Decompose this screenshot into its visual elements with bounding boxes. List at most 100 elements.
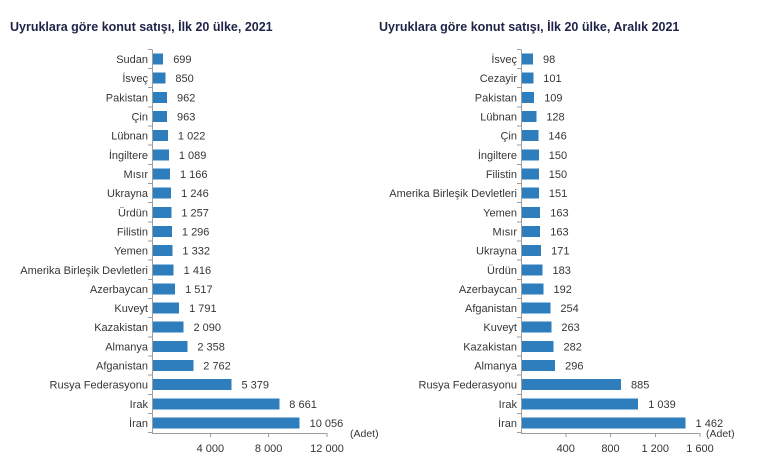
value-label: 962 [177,92,195,104]
category-label: Mısır [124,169,149,181]
x-tick-label: 1 600 [686,443,714,455]
category-label: Kazakistan [463,341,517,353]
category-label: İran [129,417,148,430]
category-label: Cezayir [480,73,518,85]
value-label: 146 [548,131,566,143]
value-label: 163 [550,207,568,219]
bar [153,417,300,429]
bar [153,149,169,161]
bar-plot-december: İsveç 98 Cezayir 101 Pakistan 109 Lübnan 128 Çin… [389,48,735,455]
value-label: 963 [177,111,195,123]
category-label: Çin [131,111,148,123]
category-label: Azerbaycan [90,284,148,296]
category-label: İngiltere [478,149,517,162]
value-label: 850 [175,73,193,85]
category-label: Azerbaycan [459,284,517,296]
category-label: Irak [130,399,149,411]
bar [522,168,539,180]
bar [522,340,554,352]
unit-label: (Adet) [350,428,379,440]
value-label: 109 [544,92,562,104]
value-label: 1 022 [178,131,206,143]
category-label: Kazakistan [94,322,148,334]
value-label: 163 [550,226,568,238]
category-label: Pakistan [106,92,148,104]
bar [153,225,172,237]
value-label: 296 [565,361,583,373]
category-label: İngiltere [109,149,148,162]
value-label: 1 166 [180,169,208,181]
value-label: 5 379 [241,380,269,392]
category-label: Lübnan [111,131,148,143]
bar [153,91,168,103]
bar [522,110,537,122]
value-label: 150 [549,150,567,162]
value-label: 192 [553,284,571,296]
category-label: Ürdün [118,207,148,219]
category-label: Filistin [486,169,517,181]
value-label: 10 056 [310,418,344,430]
bar [522,245,542,257]
bar [522,398,639,410]
category-label: Filistin [117,226,148,238]
category-label: Sudan [116,54,148,66]
category-label: Yemen [483,207,517,219]
category-label: Lübnan [480,111,517,123]
chart-title-annual: Uyruklara göre konut satışı, İlk 20 ülke… [10,20,273,34]
value-label: 1 332 [182,246,210,258]
category-label: İsveç [491,53,517,66]
category-label: Kuveyt [483,322,517,334]
value-label: 254 [560,303,578,315]
bar [153,206,172,218]
category-label: Yemen [114,246,148,258]
value-label: 183 [552,265,570,277]
chart-title-december: Uyruklara göre konut satışı, İlk 20 ülke… [379,20,680,34]
category-label: Kuveyt [114,303,148,315]
bar [153,302,180,314]
bar [153,398,280,410]
x-tick-label: 12 000 [310,443,344,455]
bar [522,321,552,333]
value-label: 101 [543,73,561,85]
category-label: İran [498,417,517,430]
value-label: 1 257 [181,207,209,219]
value-label: 1 039 [648,399,676,411]
bar [522,206,541,218]
category-label: Ukrayna [476,246,518,258]
value-label: 263 [561,322,579,334]
category-label: Çin [500,131,517,143]
value-label: 98 [543,54,555,66]
bar [522,187,539,199]
category-label: Irak [499,399,518,411]
bar [153,130,168,142]
category-label: Mısır [493,226,518,238]
bar [522,360,556,372]
category-label: Rusya Federasyonu [419,380,517,392]
value-label: 699 [173,54,191,66]
category-label: Amerika Birleşik Devletleri [389,188,517,200]
bar [153,53,164,65]
value-label: 885 [631,380,649,392]
bar [522,72,534,84]
bar [522,283,544,295]
value-label: 1 246 [181,188,209,200]
bar [522,91,535,103]
category-label: Afganistan [96,361,148,373]
value-label: 151 [549,188,567,200]
unit-label: (Adet) [706,428,735,440]
bar [153,283,176,295]
bar [153,360,194,372]
bar [153,340,188,352]
value-label: 2 358 [197,341,225,353]
value-label: 171 [551,246,569,258]
bar [153,264,174,276]
category-label: Rusya Federasyonu [50,380,148,392]
bar [153,110,168,122]
category-label: Afganistan [465,303,517,315]
bar [153,379,232,391]
category-label: Pakistan [475,92,517,104]
bar [522,417,686,429]
x-tick-label: 400 [557,443,575,455]
x-tick-label: 8 000 [255,443,283,455]
